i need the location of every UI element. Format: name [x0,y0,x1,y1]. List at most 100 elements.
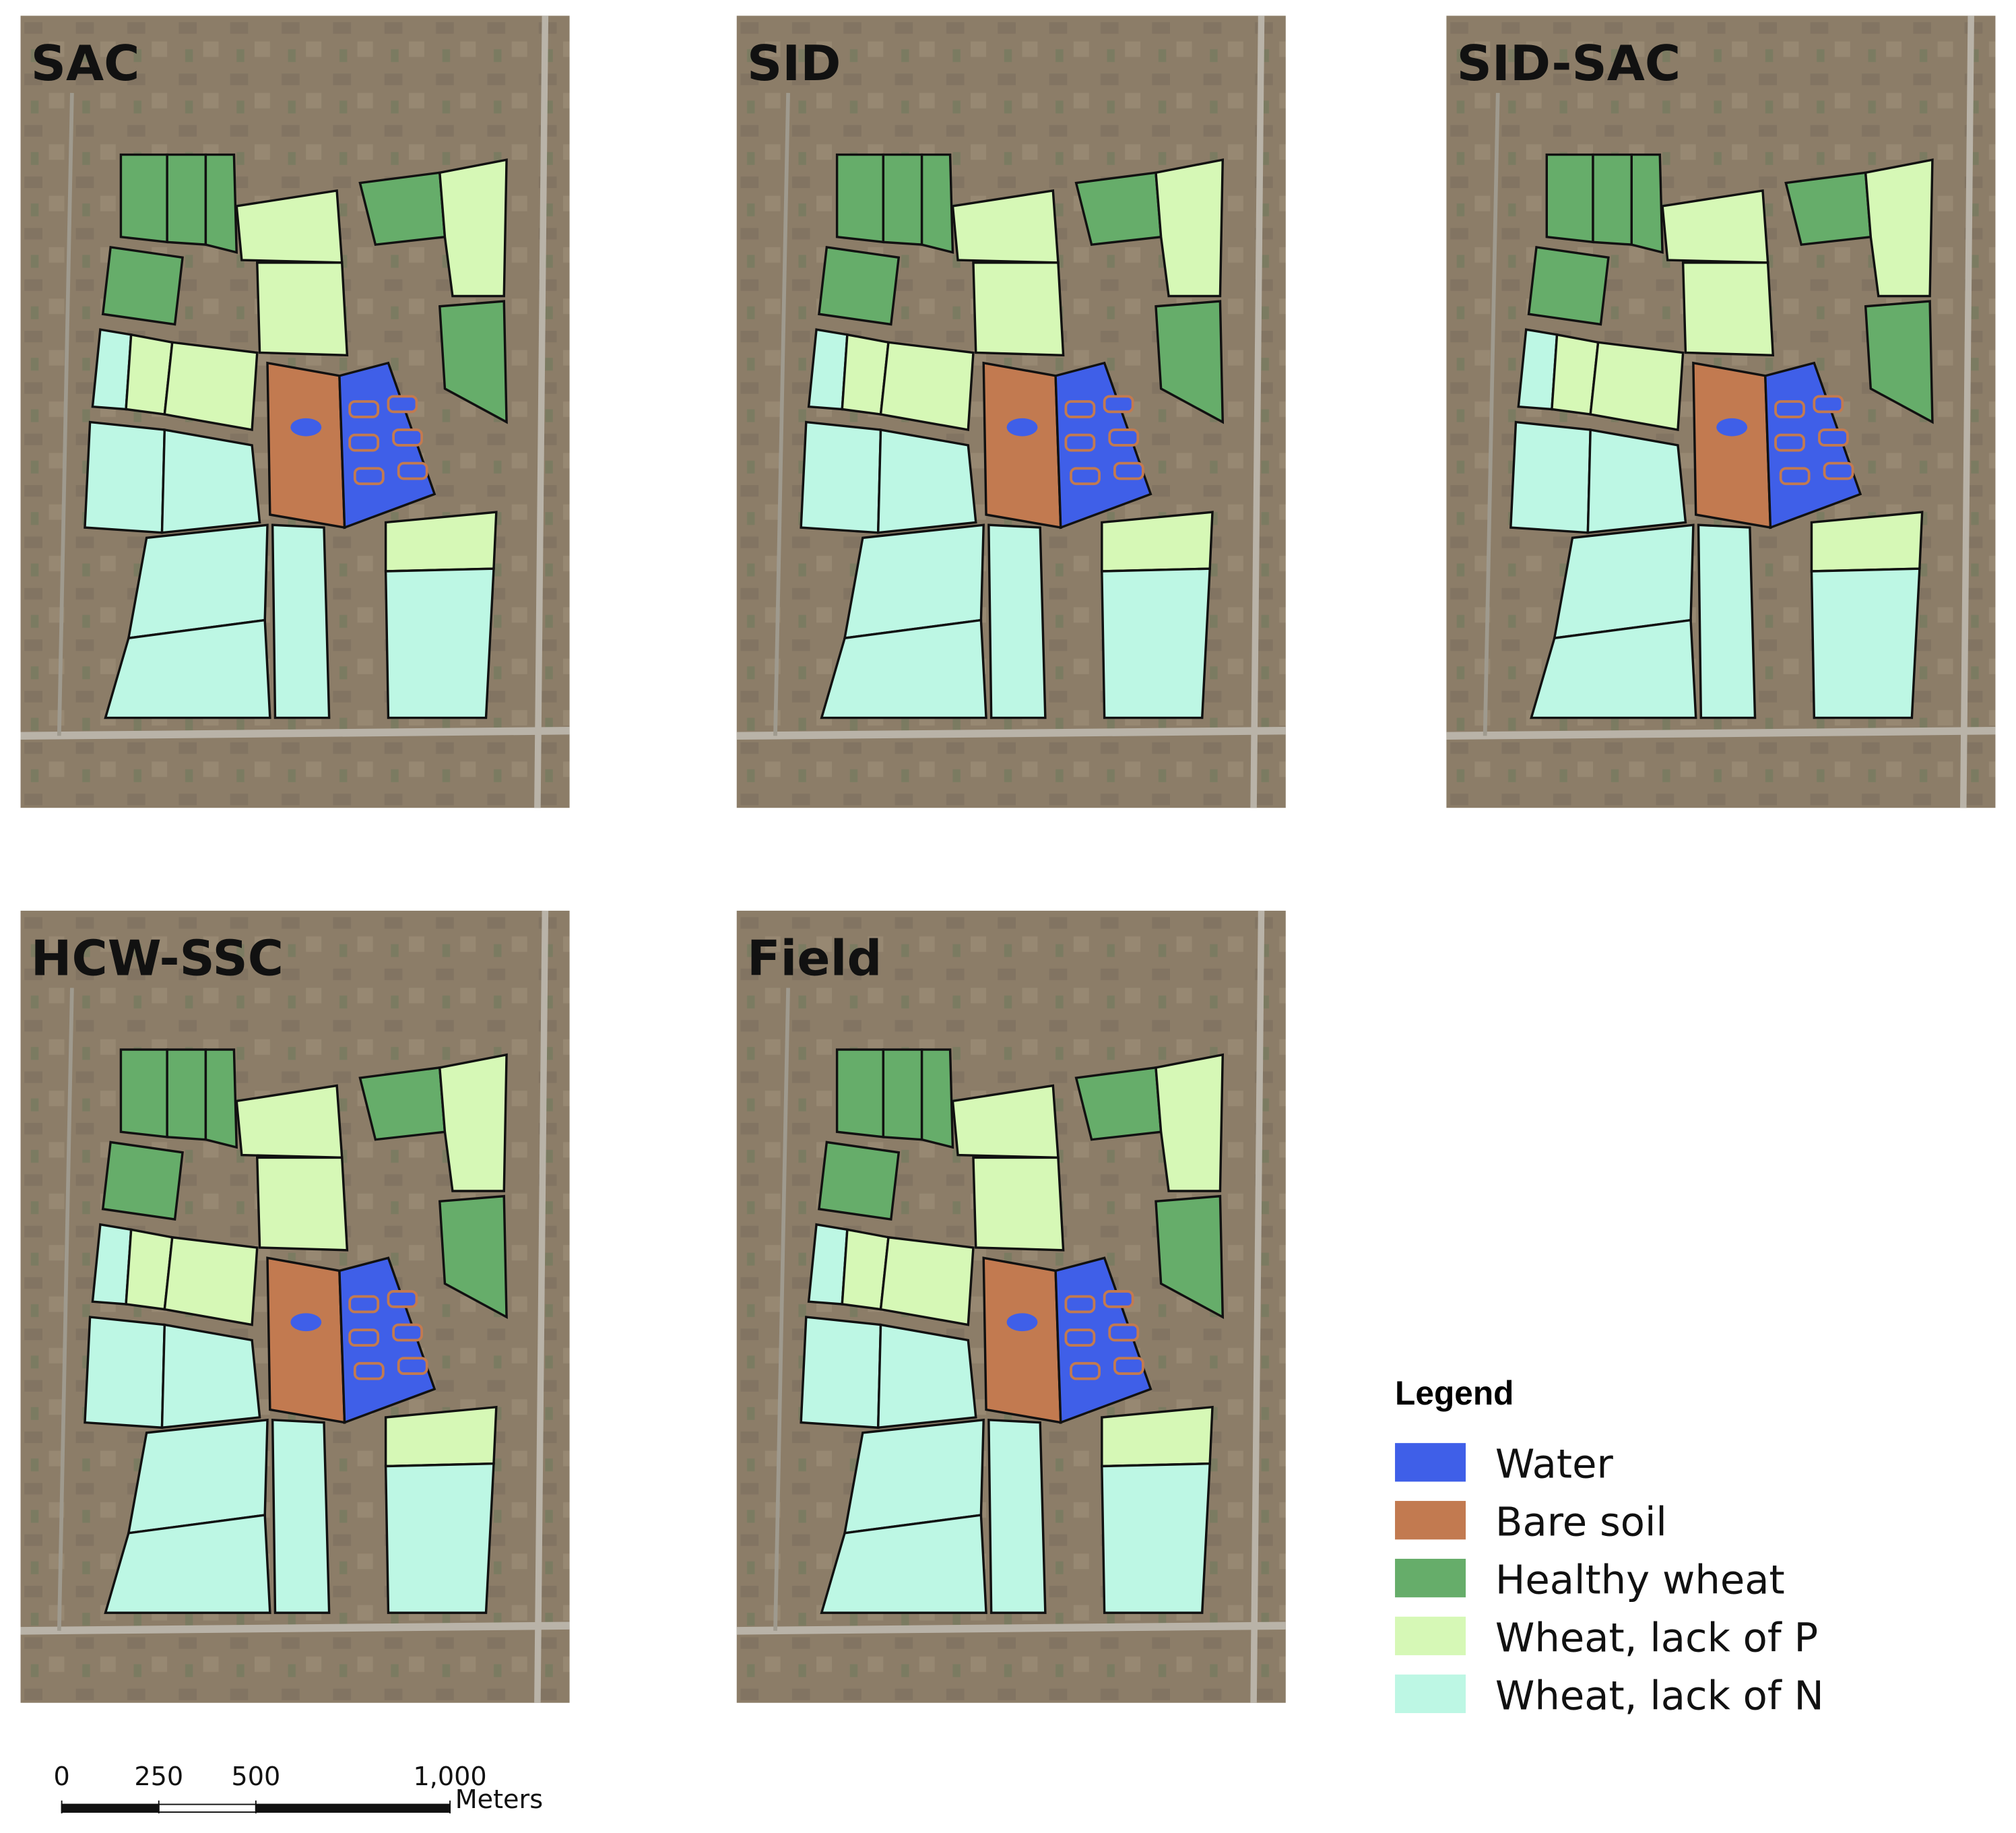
road [773,92,790,736]
field [160,428,261,534]
pond [1774,433,1805,452]
pond [348,1328,380,1347]
legend-label: Water [1495,1441,1614,1487]
pond [1108,428,1140,447]
field [807,328,849,411]
pond [353,1361,385,1380]
field [255,261,349,357]
pond [1779,467,1811,486]
road [1250,15,1265,808]
pond [1103,395,1134,414]
field [101,1140,184,1221]
field [1101,1462,1211,1614]
field [882,1048,923,1141]
field [972,1156,1065,1252]
field [1527,246,1610,326]
field [119,153,168,244]
field [818,246,901,326]
pond [1064,1295,1096,1314]
legend-title: Legend [1395,1374,1514,1412]
road [57,92,74,736]
field [1864,158,1934,298]
scale-unit: Meters [455,1785,543,1815]
field [1530,618,1697,719]
pond [353,467,385,486]
field [127,523,269,640]
field [104,618,271,719]
field [1784,171,1873,247]
panel-label: Field [747,930,882,987]
field [1586,428,1687,534]
pond [1070,467,1101,486]
field [882,153,923,246]
field [384,1462,495,1614]
road [20,726,570,740]
pond [387,395,418,414]
field [91,328,133,411]
legend-label: Healthy wheat [1495,1556,1785,1603]
field [438,1194,508,1320]
field [807,1223,849,1306]
field [1697,523,1757,719]
field [104,1514,271,1614]
pond [348,1295,380,1314]
field [204,1048,238,1149]
scale-tick-label: 250 [134,1762,183,1792]
field [1553,523,1695,640]
field [384,511,498,573]
road [736,726,1286,740]
field [166,1048,207,1141]
pond [1813,395,1844,414]
field [800,420,882,534]
field [879,341,975,432]
field [1155,1053,1225,1192]
legend-swatch [1395,1674,1466,1714]
legend-swatch [1395,1501,1466,1540]
road [1250,910,1265,1703]
pond [348,433,380,452]
scale-tick-label: 1,000 [413,1762,486,1792]
road [534,15,549,808]
road [57,988,74,1631]
pond [1064,1328,1096,1347]
field [271,1418,331,1614]
pond [290,418,322,437]
map-panel: SID-SAC [1446,15,1996,808]
pond [1103,1290,1134,1308]
field [820,1514,987,1614]
field [166,153,207,246]
field [1074,1066,1163,1141]
field [204,153,238,254]
pond [397,461,428,480]
pond [290,1313,322,1332]
field [438,158,508,298]
pond [1113,1357,1144,1375]
field [1074,171,1163,247]
field [119,1048,168,1138]
panel-label: SID [747,36,841,92]
field [800,1316,882,1429]
pond [392,1323,423,1342]
legend-swatch [1395,1558,1466,1598]
field [1864,300,1934,424]
field [876,1323,977,1429]
legend-swatch [1395,1443,1466,1482]
road [1483,92,1500,736]
pond [1716,418,1748,437]
field [1630,153,1664,254]
pond [1006,1313,1038,1332]
pond [1064,400,1096,418]
field [101,246,184,326]
legend-swatch [1395,1616,1466,1656]
pond [1113,461,1144,480]
map-panel: SAC [20,15,570,808]
scale-tick-label: 0 [53,1762,69,1792]
map-panel: Field [736,910,1286,1703]
field [1692,361,1772,529]
pond [1818,428,1849,447]
field [358,171,447,247]
legend-label: Wheat, lack of P [1495,1614,1818,1661]
panel-label: SID-SAC [1457,36,1681,92]
road [534,910,549,1703]
